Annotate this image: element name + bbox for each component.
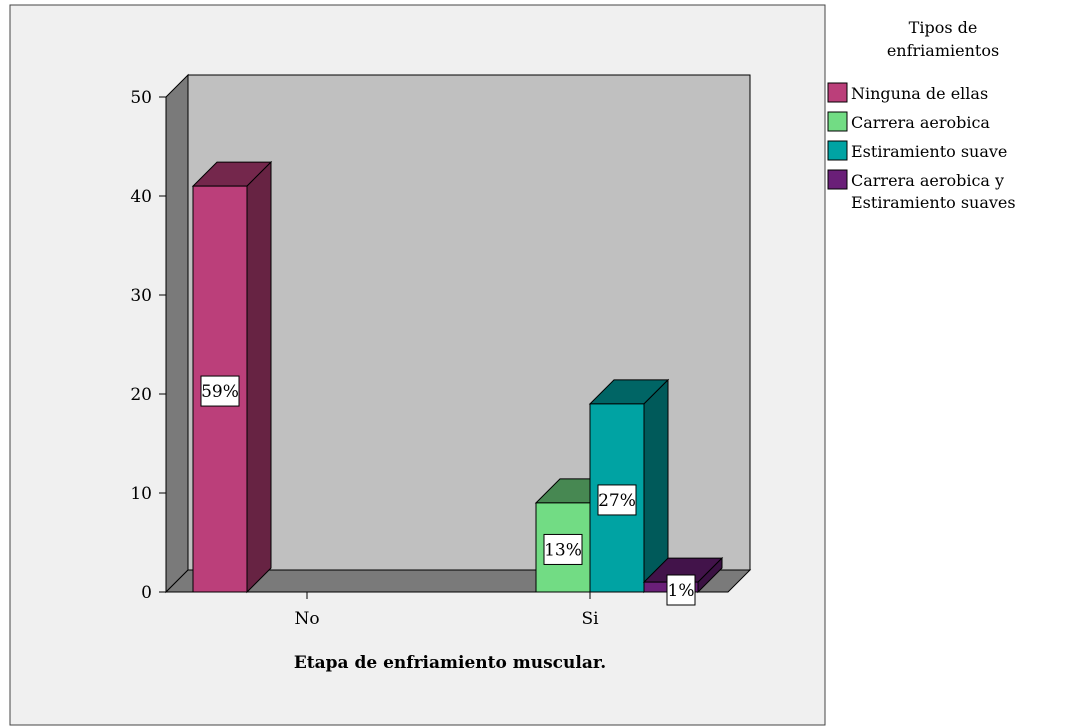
legend-item: Ninguna de ellas (827, 82, 988, 103)
legend-item: Estiramiento suave (827, 140, 1007, 161)
legend-swatch (827, 169, 848, 190)
data-label: 13% (543, 533, 583, 565)
x-axis-title: Etapa de enfriamiento muscular. (294, 653, 606, 673)
left-wall (165, 73, 189, 594)
legend-label: Carrera aerobica (851, 113, 990, 132)
y-tick-label: 50 (130, 88, 152, 108)
y-tick-label: 30 (130, 286, 152, 306)
bars (191, 160, 724, 594)
svg-text:59%: 59% (201, 382, 239, 402)
legend-swatch (827, 140, 848, 161)
legend-label: Ninguna de ellas (851, 84, 988, 103)
legend-swatch (827, 82, 848, 103)
y-tick-label: 0 (141, 583, 152, 603)
y-tick-label: 10 (130, 484, 152, 504)
legend-item: Carrera aerobica (827, 111, 990, 132)
svg-text:27%: 27% (598, 491, 636, 511)
data-label: 1% (666, 574, 696, 606)
svg-text:1%: 1% (668, 581, 695, 601)
data-label: 27% (597, 484, 637, 516)
x-tick-label: Si (581, 609, 599, 629)
y-tick-label: 20 (130, 385, 152, 405)
legend-item: Carrera aerobica y Estiramiento suaves (827, 169, 1016, 212)
x-tick-label: No (294, 609, 319, 629)
legend-label: Estiramiento suave (851, 142, 1007, 161)
y-tick-label: 40 (130, 187, 152, 207)
legend-label: Carrera aerobica y (851, 171, 1004, 190)
legend-label: Estiramiento suaves (851, 193, 1016, 212)
y-axis: 0 10 20 30 40 50 (130, 88, 166, 603)
legend-title: enfriamientos (887, 41, 999, 60)
legend-title: Tipos de (909, 18, 978, 37)
data-label: 59% (200, 375, 240, 407)
bar-labels: 59% 13% 27% 1% (200, 375, 696, 606)
svg-text:13%: 13% (544, 540, 582, 560)
legend-swatch (827, 111, 848, 132)
legend: Tipos de enfriamientos Ninguna de ellas Car… (827, 18, 1016, 212)
x-axis: No Si (294, 592, 599, 629)
